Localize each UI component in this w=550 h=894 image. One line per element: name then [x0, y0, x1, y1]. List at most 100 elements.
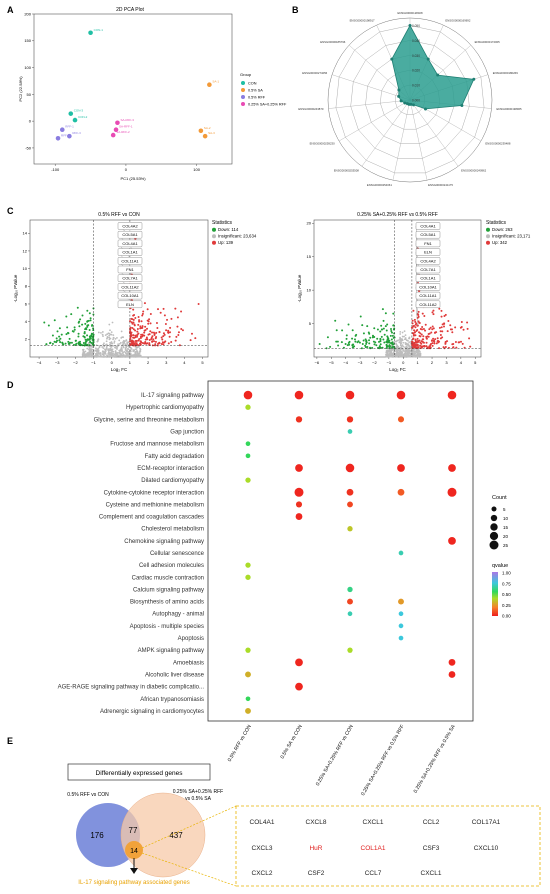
volcano-point-insig	[102, 354, 105, 357]
pathway-label: Chemokine signaling pathway	[124, 539, 204, 545]
volcano-point-insig	[94, 355, 97, 358]
pca-legend-marker	[241, 88, 245, 92]
volcano-point-down	[65, 315, 68, 318]
volcano-gene-label: COL4A1	[420, 224, 436, 229]
volcano-point-up	[136, 330, 139, 333]
radar-axis-label: ENSG00000180269	[493, 71, 518, 75]
volcano-point-down	[383, 341, 386, 344]
volcano-point-down	[388, 347, 391, 350]
volcano-point-insig	[399, 331, 402, 333]
volcano-gene-label: COL1A1	[420, 276, 436, 281]
volcano-point-down	[371, 346, 374, 349]
volcano-point-up	[134, 317, 137, 320]
dot-plot-point	[448, 536, 456, 545]
volcano-point-up	[461, 342, 464, 345]
volcano-point-down	[366, 346, 369, 349]
volcano-point-down	[336, 340, 339, 343]
volcano-point-insig	[102, 347, 105, 350]
pathway-label: Cell adhesion molecules	[139, 563, 204, 569]
volcano-gene-label: COL4A1	[122, 241, 138, 246]
venn-right-only: 437	[169, 831, 183, 840]
volcano-point-down	[84, 322, 87, 325]
radar-axis-label: ENSG00000185796	[320, 40, 345, 44]
pathway-label: Cellular senescence	[150, 551, 205, 557]
volcano-point-down	[91, 332, 94, 335]
volcano-point-down	[65, 333, 68, 336]
volcano-point-insig	[109, 337, 112, 340]
pca-ytick-label: 100	[24, 65, 31, 70]
dot-plot-point	[245, 696, 251, 702]
volcano-point-insig	[136, 350, 138, 352]
volcano-point-insig	[388, 353, 391, 356]
radar-point	[423, 107, 427, 111]
volcano-gene-label: COL5A1	[420, 232, 436, 237]
volcano-point-down	[83, 332, 86, 335]
volcano-point-insig	[120, 346, 123, 349]
volcano-point-up	[439, 330, 442, 333]
dot-plot-point	[294, 487, 304, 497]
volcano-point-insig	[407, 349, 410, 352]
volcano-gene-box	[415, 230, 441, 239]
volcano-point-down	[86, 338, 89, 341]
volcano-point-insig	[409, 350, 412, 352]
volcano-point-up	[462, 328, 465, 331]
volcano-point-down	[59, 337, 62, 340]
volcano-point-down	[79, 318, 82, 321]
dot-plot-point	[398, 611, 404, 617]
dot-plot-point	[347, 501, 353, 508]
count-legend-dot	[489, 540, 499, 550]
volcano-point-insig	[406, 339, 409, 342]
volcano-point-insig	[108, 336, 111, 339]
volcano-point-insig	[126, 341, 129, 344]
volcano-point-up	[444, 346, 447, 349]
volcano-point-insig	[114, 355, 117, 358]
volcano-point-insig	[106, 335, 109, 338]
radar-axis-label: ENSG00000172005	[475, 40, 500, 44]
volcano-point-insig	[401, 331, 404, 334]
volcano-point-up	[444, 313, 447, 316]
volcano-point-insig	[403, 354, 405, 357]
volcano-point-up	[169, 331, 172, 334]
volcano-gene-box	[117, 230, 143, 239]
venn-left-only: 176	[90, 831, 104, 840]
volcano-point-down	[70, 313, 73, 316]
comparison-label: 0.5% SA vs CON	[279, 724, 303, 760]
volcano-point-insig	[408, 355, 411, 358]
volcano-point-down	[73, 326, 76, 329]
volcano-point-insig	[110, 341, 113, 343]
radar-point	[397, 94, 401, 98]
volcano-point-down	[382, 327, 385, 330]
volcano-point-up	[460, 321, 463, 324]
volcano-point-up	[421, 328, 424, 331]
volcano-point-insig	[108, 355, 110, 357]
pca-point	[207, 82, 212, 88]
pathway-label: Fatty acid degradation	[145, 454, 204, 460]
volcano-gene-label: ELN	[424, 250, 432, 255]
volcano-point-up	[440, 315, 443, 318]
gene-label: COL4A1	[250, 819, 275, 826]
volcano-point-down	[89, 340, 92, 343]
volcano-point-insig	[114, 350, 117, 352]
dot-plot-point	[245, 477, 251, 483]
volcano-point-up	[447, 346, 450, 349]
volcano-point-down	[59, 341, 62, 344]
volcano-gene-label: COL11A1	[121, 258, 139, 263]
volcano-point-up	[446, 340, 449, 343]
volcano-point-insig	[408, 341, 411, 344]
volcano-title: 0.5% RFF vs CON	[98, 212, 140, 218]
volcano-point-insig	[407, 347, 410, 350]
volcano-point-up	[451, 343, 454, 346]
volcano-point-down	[88, 338, 91, 341]
volcano-point-up	[129, 328, 132, 331]
pca-point	[68, 111, 74, 116]
volcano-point-up	[454, 326, 457, 329]
volcano-point-up	[421, 326, 424, 329]
volcano-point-up	[438, 347, 441, 350]
volcano-point-down	[88, 312, 91, 315]
volcano-point-up	[145, 336, 148, 339]
volcano-point-insig	[395, 349, 398, 352]
comparison-label: 0.5% RFF vs CON	[227, 724, 253, 763]
volcano-gene-box	[415, 274, 441, 282]
qvalue-tick-label: 0.00	[502, 614, 511, 619]
volcano-point-insig	[126, 355, 129, 358]
